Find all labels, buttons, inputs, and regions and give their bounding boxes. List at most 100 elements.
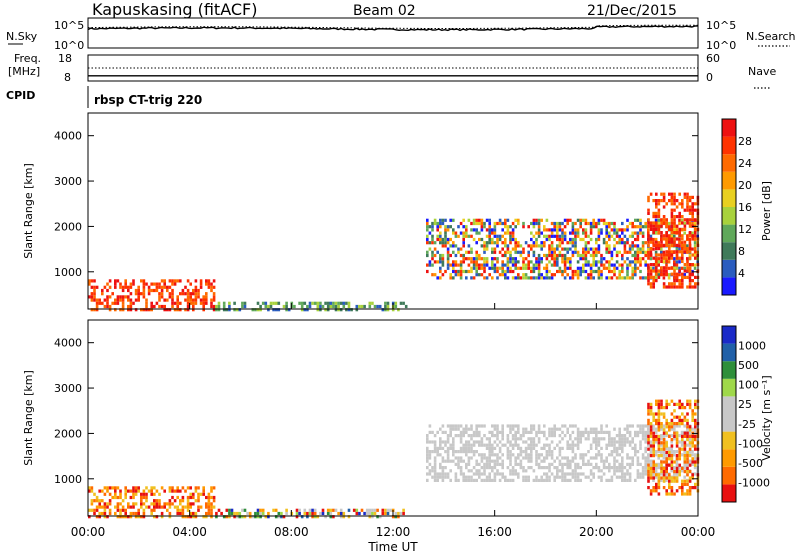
scatter-cell-3: [665, 218, 668, 222]
velocity-scatter: [88, 399, 700, 519]
scatter-cell-2: [522, 478, 525, 482]
scatter-cell-3: [691, 279, 694, 283]
scatter-cell-3: [665, 460, 668, 464]
scatter-cell-2: [498, 234, 502, 238]
scatter-cell-2: [657, 263, 660, 267]
scatter-cell-2: [587, 459, 590, 463]
scatter-cell-2: [441, 469, 445, 473]
scatter-cell-2: [530, 231, 533, 235]
scatter-cell-2: [535, 475, 538, 479]
scatter-cell-2: [540, 241, 543, 245]
scatter-cell-2: [439, 253, 442, 258]
scatter-cell-2: [446, 228, 450, 232]
scatter-cell-3: [688, 285, 692, 289]
scatter-cell-2: [441, 446, 445, 450]
scatter-cell-2: [556, 469, 559, 473]
scatter-cell-2: [522, 276, 525, 280]
scatter-cell-1: [347, 304, 351, 309]
scatter-cell-2: [626, 437, 629, 441]
y-tick-label: 3000: [54, 382, 82, 395]
scatter-cell-2: [618, 234, 621, 238]
scatter-cell-3: [681, 466, 684, 470]
scatter-cell-3: [688, 211, 692, 215]
scatter-cell-0: [179, 301, 182, 305]
scatter-cell-2: [595, 456, 598, 460]
scatter-cell-2: [501, 263, 504, 267]
scatter-cell-2: [571, 273, 575, 277]
scatter-cell-0: [176, 295, 179, 299]
scatter-cell-3: [681, 275, 684, 279]
scatter-cell-1: [303, 301, 307, 305]
colorbar-tick-label: 28: [738, 135, 752, 148]
scatter-cell-2: [504, 225, 507, 229]
scatter-cell-2: [595, 462, 598, 466]
scatter-cell-1: [332, 304, 335, 309]
scatter-cell-2: [628, 260, 632, 264]
scatter-cell-2: [556, 443, 559, 447]
date-label: 21/Dec/2015: [587, 3, 677, 19]
scatter-cell-3: [657, 441, 661, 445]
scatter-cell-2: [496, 430, 499, 434]
scatter-cell-0: [171, 489, 174, 493]
scatter-cell-2: [540, 260, 543, 264]
scatter-cell-2: [597, 475, 601, 479]
scatter-cell-0: [168, 308, 172, 312]
scatter-cell-2: [654, 218, 658, 222]
scatter-cell-2: [566, 221, 569, 226]
scatter-cell-2: [574, 247, 577, 251]
scatter-cell-3: [660, 256, 663, 260]
y-tick-label: 2000: [54, 427, 82, 440]
scatter-cell-2: [485, 437, 489, 441]
scatter-cell-3: [688, 447, 692, 451]
scatter-cell-2: [563, 218, 567, 222]
scatter-cell-0: [173, 499, 177, 503]
scatter-cell-1: [384, 304, 387, 309]
scatter-cell-2: [467, 250, 471, 254]
scatter-cell-2: [532, 478, 536, 482]
scatter-cell-1: [243, 508, 247, 512]
scatter-cell-0: [103, 508, 107, 512]
scatter-cell-0: [101, 292, 104, 296]
scatter-cell-3: [683, 444, 687, 448]
scatter-cell-2: [506, 440, 510, 444]
scatter-cell-2: [493, 234, 497, 238]
scatter-cell-2: [457, 424, 460, 428]
scatter-cell-1: [233, 301, 236, 305]
scatter-cell-0: [95, 505, 99, 509]
scatter-cell-2: [660, 427, 663, 431]
scatter-cell-2: [446, 263, 450, 267]
scatter-cell-3: [652, 282, 655, 286]
scatter-cell-2: [467, 244, 471, 248]
scatter-cell-2: [449, 276, 452, 280]
scatter-cell-0: [199, 285, 203, 289]
scatter-cell-0: [111, 486, 114, 490]
scatter-cell-0: [212, 279, 216, 283]
scatter-cell-0: [197, 505, 200, 509]
scatter-cell-0: [134, 308, 138, 312]
scatter-cell-3: [683, 431, 687, 435]
scatter-cell-2: [459, 273, 463, 277]
scatter-cell-2: [498, 250, 502, 254]
scatter-cell-3: [647, 224, 650, 228]
scatter-cell-2: [634, 225, 637, 229]
scatter-cell-0: [114, 486, 117, 490]
scatter-cell-2: [589, 247, 593, 251]
scatter-cell-2: [475, 253, 478, 258]
scatter-cell-2: [548, 234, 551, 238]
scatter-cell-0: [108, 502, 112, 506]
scatter-cell-2: [634, 269, 637, 274]
scatter-cell-2: [558, 244, 562, 248]
scatter-cell-2: [660, 250, 663, 254]
scatter-cell-1: [350, 308, 353, 312]
scatter-cell-2: [621, 472, 624, 476]
scatter-cell-2: [511, 221, 515, 226]
scatter-cell-2: [491, 257, 494, 261]
scatter-cell-0: [202, 489, 205, 493]
scatter-cell-2: [660, 450, 663, 454]
scatter-cell-3: [670, 489, 674, 493]
scatter-cell-3: [678, 215, 681, 219]
scatter-cell-2: [569, 237, 572, 242]
scatter-cell-0: [111, 292, 114, 296]
scatter-cell-2: [449, 253, 452, 258]
scatter-cell-0: [155, 282, 159, 286]
